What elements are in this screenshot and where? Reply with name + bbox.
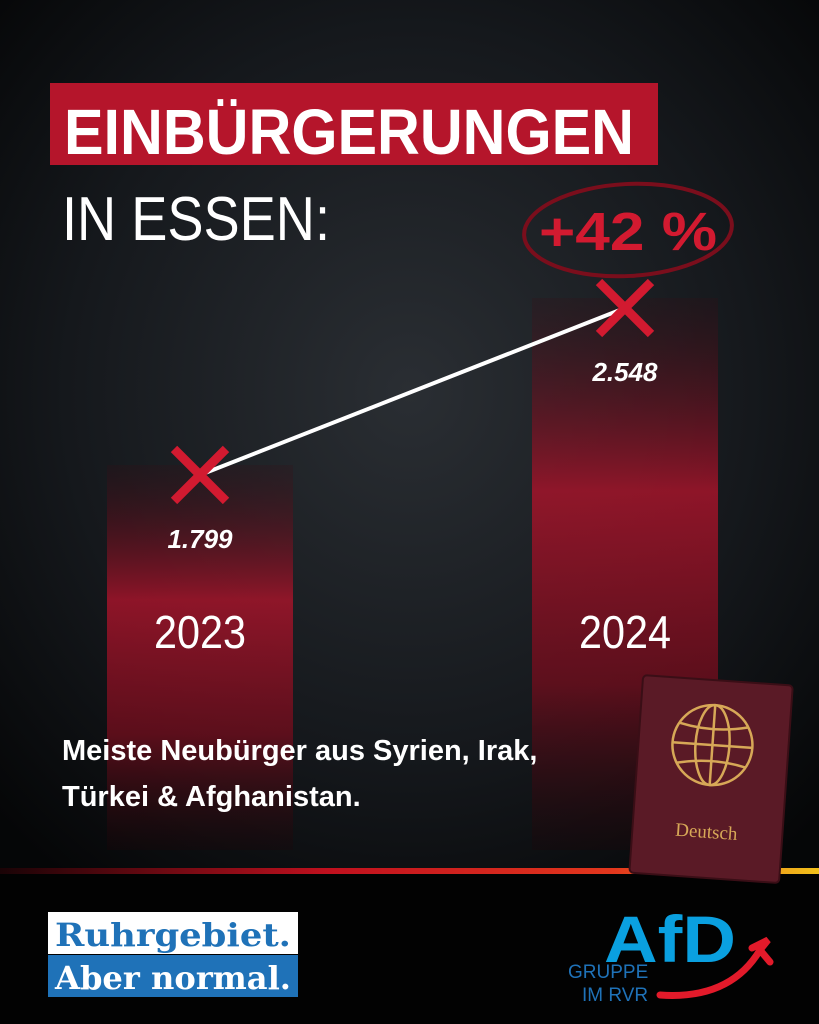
chart-title: EINBÜRGERUNGEN	[64, 96, 634, 168]
logo-subtitle: IM RVR	[582, 985, 648, 1006]
logo-subtitle: GRUPPE	[568, 962, 648, 983]
logo-arrow	[656, 936, 774, 999]
value-label: 1.799	[167, 524, 233, 554]
slogan-box	[48, 955, 298, 997]
marker-stroke	[595, 278, 655, 338]
marker	[595, 278, 655, 338]
logo-name: AfD	[604, 902, 736, 976]
line	[199, 306, 626, 477]
slogan-line: Ruhrgebiet.	[55, 916, 291, 954]
passport: Deutsch	[628, 674, 794, 884]
note: Meiste Neubürger aus Syrien, Irak, Türke…	[62, 735, 538, 813]
value-label: 2.548	[591, 357, 658, 387]
slogan-box	[48, 912, 298, 954]
marker	[170, 445, 230, 505]
passport-label: Deutsch	[675, 820, 739, 845]
marker-stroke	[170, 445, 230, 505]
annotation: +42 %	[539, 202, 717, 262]
x-tick-label: 2023	[154, 606, 246, 658]
slogan-line: Aber normal.	[54, 959, 291, 997]
x-tick-label: 2024	[579, 606, 671, 658]
chart-subtitle: IN ESSEN:	[62, 185, 330, 254]
title-box	[50, 83, 658, 165]
bar-glow	[107, 464, 293, 850]
annotation-circle	[522, 181, 734, 279]
footer-stripe	[0, 868, 819, 874]
passport-globe	[671, 703, 754, 787]
